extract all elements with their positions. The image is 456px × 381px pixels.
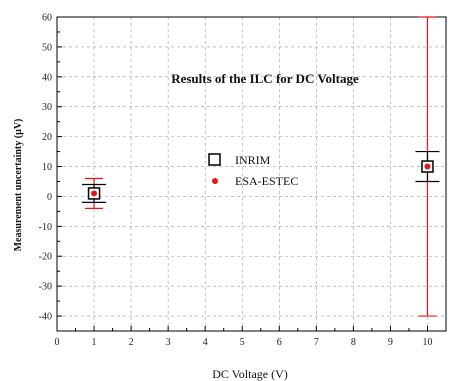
legend-label-esa-estec: ESA-ESTEC [235, 174, 298, 188]
y-tick-label: 60 [42, 13, 52, 24]
legend-swatch-esa-estec [212, 178, 218, 184]
x-tick-label: 0 [55, 337, 60, 348]
x-tick-label: 2 [129, 337, 134, 348]
x-tick-label: 6 [277, 337, 282, 348]
x-tick-label: 1 [92, 337, 97, 348]
esa-estec-point [424, 163, 431, 170]
legend-swatch-inrim [208, 153, 221, 166]
legend: INRIM ESA-ESTEC [208, 153, 298, 188]
y-axis: -40 -30 -20 -10 0 10 20 30 40 50 60 [39, 13, 62, 323]
x-axis: 0 1 2 3 4 5 6 7 8 9 10 [55, 326, 432, 348]
x-tick-label: 4 [203, 337, 208, 348]
y-tick-label: 10 [42, 162, 52, 173]
plot-frame [56, 16, 447, 332]
x-tick-label: 8 [351, 337, 356, 348]
legend-label-inrim: INRIM [235, 153, 271, 167]
y-axis-label: Measurement uncertainty (µV) [13, 119, 24, 252]
y-tick-label: 20 [42, 132, 52, 143]
x-axis-label: DC Voltage (V) [212, 367, 288, 381]
x-tick-label: 3 [166, 337, 171, 348]
y-tick-label: -40 [39, 312, 52, 323]
data-marks [82, 16, 440, 317]
y-tick-label: -20 [39, 252, 52, 263]
x-tick-label: 7 [314, 337, 319, 348]
y-tick-label: 30 [42, 102, 52, 113]
y-tick-label: 40 [42, 72, 52, 83]
y-tick-label: -10 [39, 222, 52, 233]
x-tick-label: 5 [240, 337, 245, 348]
y-tick-label: -30 [39, 282, 52, 293]
grid [57, 16, 446, 331]
x-tick-label: 9 [388, 337, 393, 348]
y-tick-label: 0 [47, 192, 52, 203]
y-tick-label: 50 [42, 42, 52, 53]
esa-estec-point [91, 190, 98, 197]
x-tick-label: 10 [422, 337, 432, 348]
chart-title: Results of the ILC for DC Voltage [171, 71, 359, 86]
